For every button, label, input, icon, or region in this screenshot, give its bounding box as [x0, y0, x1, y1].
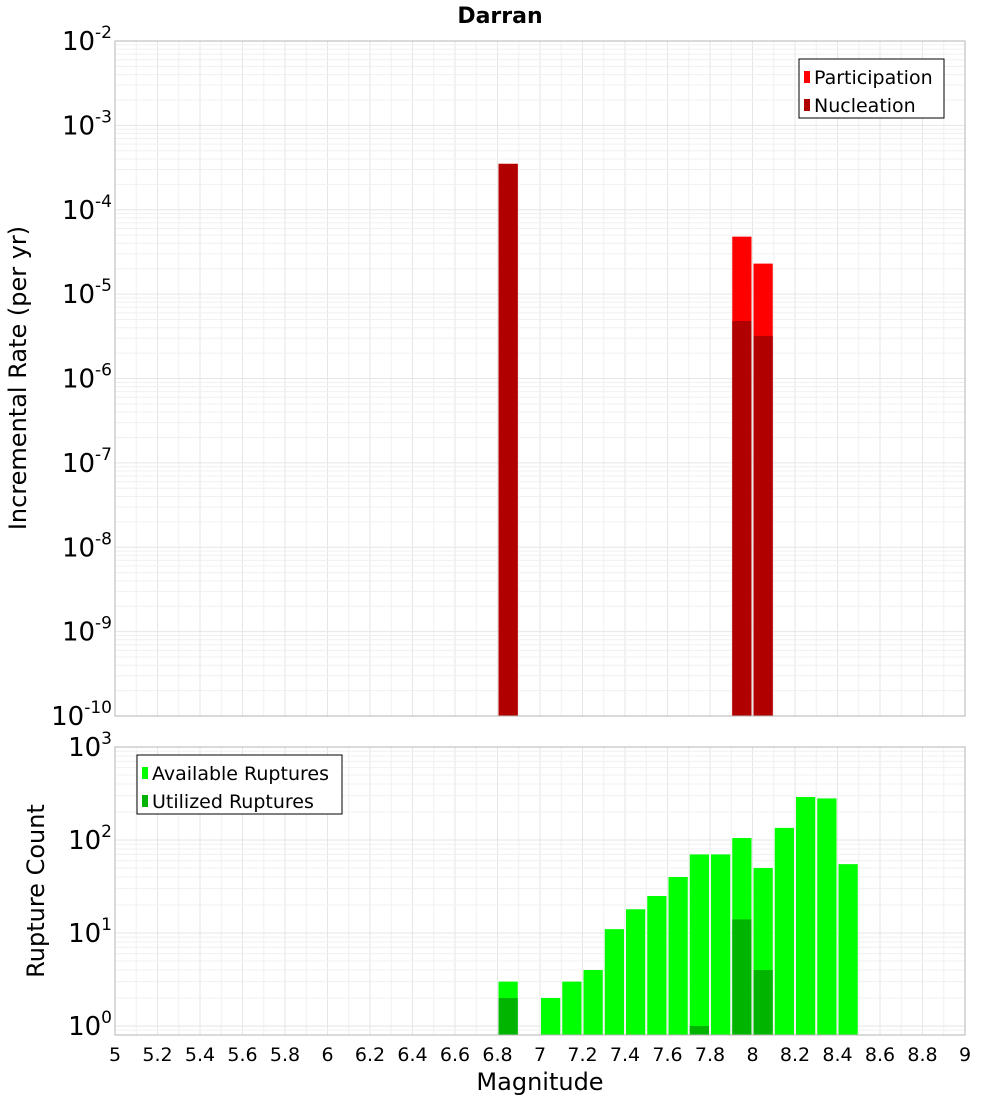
x-tick-label: 5 [109, 1044, 121, 1066]
bar-available-ruptures [541, 997, 561, 1035]
count-plot-frame [114, 746, 966, 1036]
x-axis-label: Magnitude [476, 1068, 603, 1096]
y-tick-label: 10-8 [62, 529, 112, 563]
x-tick-label: 7.2 [567, 1044, 597, 1066]
rate-panel: 10-10 10-9 10-8 10-7 10-6 10-5 10-4 10-3 10-2 In… [4, 23, 966, 732]
bar-utilized-ruptures [689, 1025, 709, 1035]
rate-bars [498, 163, 773, 717]
bar-utilized-ruptures [732, 919, 752, 1035]
y-tick-label: 10-6 [62, 361, 112, 395]
legend-swatch [142, 767, 148, 779]
y-tick-label: 10-2 [62, 23, 112, 57]
x-tick-label: 8.8 [907, 1044, 937, 1066]
bar-available-ruptures [626, 909, 646, 1035]
legend-label: Utilized Ruptures [152, 791, 314, 813]
rate-grid [114, 40, 966, 717]
x-tick-label: 5.2 [142, 1044, 172, 1066]
count-panel: 100 101 102 103 5 5.2 5.4 5.6 5.8 6 6.2 6.4 6.6 6.8 7… [22, 729, 971, 1096]
rate-y-ticks: 10-10 10-9 10-8 10-7 10-6 10-5 10-4 10-3 10-2 [51, 23, 112, 732]
y-tick-label: 102 [68, 822, 112, 856]
bar-utilized-ruptures [753, 969, 773, 1035]
y-tick-label: 101 [68, 915, 112, 949]
x-tick-label: 5.8 [270, 1044, 300, 1066]
y-tick-label: 10-9 [62, 614, 112, 648]
y-tick-label: 103 [68, 729, 112, 763]
y-tick-label: 10-3 [62, 107, 112, 141]
x-tick-label: 7 [534, 1044, 546, 1066]
y-tick-label: 10-7 [62, 445, 112, 479]
x-tick-label: 6 [321, 1044, 333, 1066]
bar-available-ruptures [689, 854, 709, 1035]
x-tick-label: 6.4 [397, 1044, 427, 1066]
x-tick-label: 7.6 [652, 1044, 682, 1066]
legend-box [136, 754, 343, 815]
count-bars [498, 796, 858, 1035]
bar-available-ruptures [647, 895, 667, 1035]
rate-y-axis-label: Incremental Rate (per yr) [4, 226, 32, 530]
bar-available-ruptures [583, 969, 603, 1035]
bar-nucleation [753, 335, 773, 716]
y-tick-label: 10-10 [51, 698, 112, 732]
y-tick-label: 10-4 [62, 192, 112, 226]
x-tick-label: 6.2 [355, 1044, 385, 1066]
legend-label: Nucleation [814, 95, 916, 117]
x-tick-label: 6.8 [482, 1044, 512, 1066]
x-tick-label: 8.6 [865, 1044, 895, 1066]
y-tick-label: 10-5 [62, 276, 112, 310]
bar-available-ruptures [796, 796, 816, 1035]
legend-swatch [804, 99, 810, 111]
legend-box [798, 58, 945, 119]
bar-available-ruptures [817, 798, 837, 1035]
y-tick-label: 100 [68, 1008, 112, 1042]
count-x-ticks: 5 5.2 5.4 5.6 5.8 6 6.2 6.4 6.6 6.8 7 7.2 7.4 7.6 7.8 8… [109, 1044, 971, 1066]
legend-label: Participation [814, 67, 933, 89]
rate-legend: Participation Nucleation [798, 58, 945, 119]
x-tick-label: 7.8 [695, 1044, 725, 1066]
chart-title: Darran [457, 4, 542, 29]
bar-available-ruptures [838, 864, 858, 1035]
x-tick-label: 6.6 [440, 1044, 470, 1066]
count-y-ticks: 100 101 102 103 [68, 729, 112, 1042]
legend-swatch [142, 795, 148, 807]
bar-available-ruptures [668, 877, 688, 1035]
x-tick-label: 5.4 [185, 1044, 215, 1066]
rate-plot-frame [114, 40, 966, 717]
count-legend: Available Ruptures Utilized Ruptures [136, 754, 343, 815]
x-tick-label: 9 [959, 1044, 971, 1066]
x-tick-label: 5.6 [227, 1044, 257, 1066]
bar-available-ruptures [711, 854, 731, 1035]
x-tick-label: 8.4 [822, 1044, 852, 1066]
bar-available-ruptures [774, 827, 794, 1035]
bar-nucleation [498, 163, 518, 717]
bar-nucleation [732, 321, 752, 716]
x-tick-label: 8.2 [780, 1044, 810, 1066]
legend-swatch [804, 71, 810, 83]
bar-available-ruptures [562, 981, 582, 1035]
bar-utilized-ruptures [498, 997, 518, 1035]
legend-label: Available Ruptures [152, 763, 329, 785]
x-tick-label: 7.4 [610, 1044, 640, 1066]
x-tick-label: 8 [746, 1044, 758, 1066]
count-y-axis-label: Rupture Count [22, 804, 50, 978]
bar-available-ruptures [604, 929, 624, 1035]
